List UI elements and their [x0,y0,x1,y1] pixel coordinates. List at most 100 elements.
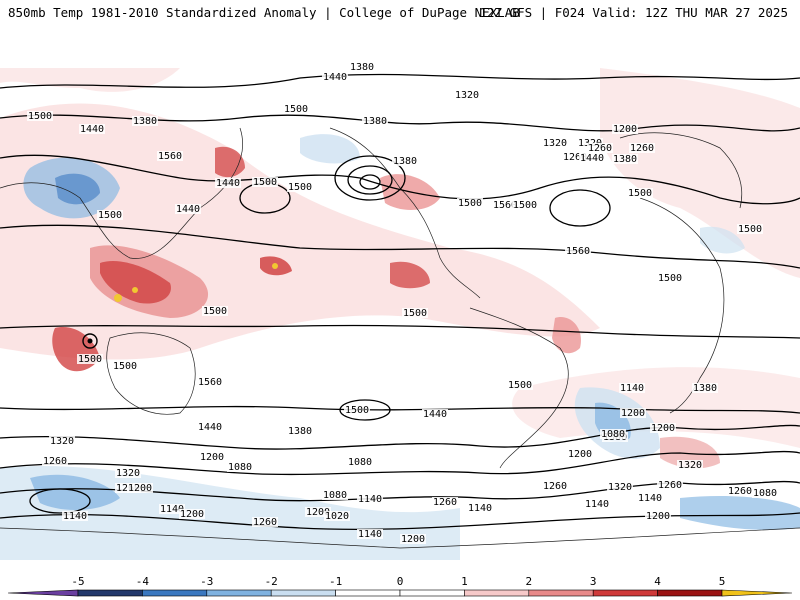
contour-label: 1140 [638,493,662,504]
contour-label-bg [97,210,123,220]
contour-label-bg [322,72,348,82]
contour-label: 1320 [678,460,702,471]
contour-label: 1140 [63,511,87,522]
contour-label-bg [584,499,610,509]
contour-label: 1320 [543,138,567,149]
contour-label-bg [752,488,778,498]
contour-label: 1260 [588,143,612,154]
contour-label-bg [202,306,228,316]
contour-label-bg [287,426,313,436]
contour-label-bg [227,462,253,472]
contour-label: 1440 [80,124,104,135]
contour-label-bg [305,507,331,517]
contour-label: 1440 [323,72,347,83]
coastline-africa [639,197,725,414]
contour-label-bg [287,182,313,192]
contour-label-bg [112,361,138,371]
anomaly-map: 1380144015001320138014401380150015601440… [0,28,800,560]
contour-label-bg [362,116,388,126]
contour-line [0,324,800,339]
colorbar-segment [464,589,530,597]
contour-label-bg [392,156,418,166]
contour-label: 1440 [176,204,200,215]
contour-label: 1320 [116,468,140,479]
contour-label: 1500 [403,308,427,319]
contour-label-bg [692,383,718,393]
contour-label-bg [620,408,646,418]
contour-label-bg [132,116,158,126]
contour-label-bg [357,494,383,504]
contour-label-bg [159,504,185,514]
contour-label: 1560 [158,151,182,162]
contour-label-bg [650,423,676,433]
contour-label-bg [657,480,683,490]
contour-label: 1140 [585,499,609,510]
contour-label-bg [727,486,753,496]
contour-label-bg [467,503,493,513]
contour-label-bg [42,456,68,466]
contour-label-bg [454,90,480,100]
contour-label: 1500 [458,198,482,209]
contour-label: 1500 [628,188,652,199]
contour-label-bg [657,273,683,283]
contour-closed [359,174,381,190]
contour-label: 1560 [493,200,517,211]
contour-label: 1500 [284,104,308,115]
contour-label-bg [79,124,105,134]
contour-label: 1440 [216,178,240,189]
colorbar-segment [77,589,143,597]
colorbar-segment [142,589,208,597]
contour-label: 1320 [608,482,632,493]
contour-line [0,450,800,476]
colorbar-segment [270,589,336,597]
contour-label: 1200 [646,511,670,522]
contour-label: 1380 [393,156,417,167]
colorbar [7,589,793,597]
contour-label: 1260 [433,497,457,508]
contour-label: 1500 [658,273,682,284]
contour-label: 1260 [658,480,682,491]
contour-label-bg [612,154,638,164]
contour-label-bg [197,377,223,387]
contour-label: 1200 [306,507,330,518]
contour-label-bg [115,468,141,478]
coastline-antarctica [0,527,800,549]
contour-label: 1200 [651,423,675,434]
run-info: 12Z GFS | F024 Valid: 12Z THU MAR 27 202… [479,5,788,20]
contour-label: 1080 [601,429,625,440]
contour-line [0,224,800,269]
colorbar-tick-label: 4 [654,575,661,588]
contour-label: 1020 [325,511,349,522]
colorbar-tick-label: -1 [328,575,343,588]
contour-label-bg [77,354,103,364]
contour-labels: 1380144015001320138014401380150015601440… [27,62,778,545]
contour-label: 1560 [566,246,590,257]
contour-label: 1080 [228,462,252,473]
contour-line [0,154,800,205]
contour-label-bg [457,198,483,208]
coastline-north-america [329,127,481,299]
contour-label-bg [215,178,241,188]
contour-label: 1200 [200,452,224,463]
contour-label: 1500 [513,200,537,211]
colorbar-tick-label: -3 [200,575,214,588]
contour-label: 1500 [508,380,532,391]
contour-label: 1260 [728,486,752,497]
contour-label: 1200 [621,408,645,419]
contour-label: 1500 [203,306,227,317]
contour-label: 1440 [580,153,604,164]
colorbar-tick-label: -5 [71,575,85,588]
contour-label: 1140 [358,494,382,505]
contour-label-bg [645,511,671,521]
contour-label: 1200 [613,124,637,135]
contour-label-bg [27,111,53,121]
contour-label: 1200 [401,534,425,545]
contour-label-bg [157,151,183,161]
colorbar-segment [399,589,465,597]
contour-label-bg [619,383,645,393]
contour-label-bg [507,380,533,390]
colorbar-segments [7,589,793,597]
contour-label-bg [199,452,225,462]
contour-label-bg [49,436,75,446]
contour-label: 1260 [630,143,654,154]
